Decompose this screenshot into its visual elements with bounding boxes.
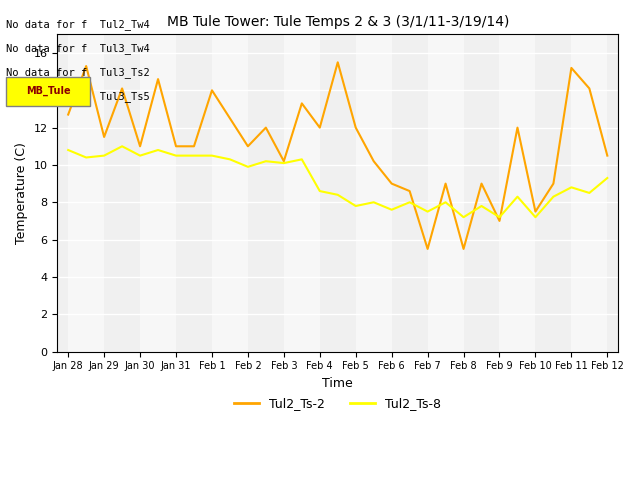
Tul2_Ts-2: [352, 125, 360, 131]
Tul2_Ts-2: [172, 144, 180, 149]
Text: No data for f  Tul3_Tw4: No data for f Tul3_Tw4: [6, 43, 150, 54]
Tul2_Ts-8: [226, 156, 234, 162]
Tul2_Ts-8: [370, 199, 378, 205]
Tul2_Ts-2: [442, 181, 449, 187]
Text: MB_Tule: MB_Tule: [26, 86, 70, 96]
Bar: [356, 35, 392, 351]
Tul2_Ts-8: [460, 214, 467, 220]
Bar: [140, 35, 176, 351]
Tul2_Ts-2: [568, 65, 575, 71]
Tul2_Ts-2: [65, 112, 72, 118]
Tul2_Ts-2: [208, 87, 216, 93]
Tul2_Ts-2: [244, 144, 252, 149]
Tul2_Ts-8: [352, 203, 360, 209]
Line: Tul2_Ts-8: Tul2_Ts-8: [68, 146, 607, 217]
Tul2_Ts-8: [190, 153, 198, 158]
Tul2_Ts-8: [334, 192, 342, 198]
Bar: [212, 35, 248, 351]
Tul2_Ts-8: [298, 156, 306, 162]
Tul2_Ts-8: [118, 144, 126, 149]
Tul2_Ts-2: [477, 181, 485, 187]
Tul2_Ts-8: [477, 203, 485, 209]
Bar: [572, 35, 607, 351]
Tul2_Ts-2: [280, 158, 287, 164]
Bar: [499, 35, 536, 351]
Tul2_Ts-8: [388, 207, 396, 213]
Tul2_Ts-8: [406, 199, 413, 205]
Text: No data for f  Tul3_Ts5: No data for f Tul3_Ts5: [6, 91, 150, 102]
Tul2_Ts-2: [514, 125, 522, 131]
Tul2_Ts-2: [460, 246, 467, 252]
Y-axis label: Temperature (C): Temperature (C): [15, 142, 28, 244]
Tul2_Ts-8: [532, 214, 540, 220]
Tul2_Ts-8: [65, 147, 72, 153]
Tul2_Ts-2: [262, 125, 269, 131]
Bar: [68, 35, 104, 351]
Tul2_Ts-2: [550, 181, 557, 187]
Tul2_Ts-2: [532, 209, 540, 215]
Tul2_Ts-8: [550, 194, 557, 200]
Tul2_Ts-8: [100, 153, 108, 158]
Tul2_Ts-8: [154, 147, 162, 153]
Tul2_Ts-2: [388, 181, 396, 187]
Tul2_Ts-2: [495, 218, 503, 224]
Line: Tul2_Ts-2: Tul2_Ts-2: [68, 62, 607, 249]
Bar: [284, 35, 320, 351]
Tul2_Ts-2: [298, 100, 306, 106]
Tul2_Ts-2: [370, 158, 378, 164]
Tul2_Ts-8: [83, 155, 90, 160]
Tul2_Ts-2: [118, 85, 126, 91]
Tul2_Ts-2: [226, 115, 234, 121]
Text: No data for f  Tul2_Tw4: No data for f Tul2_Tw4: [6, 19, 150, 30]
Text: No data for f  Tul3_Ts2: No data for f Tul3_Ts2: [6, 67, 150, 78]
Tul2_Ts-8: [586, 190, 593, 196]
Tul2_Ts-2: [406, 188, 413, 194]
Tul2_Ts-8: [244, 164, 252, 170]
Tul2_Ts-8: [568, 184, 575, 190]
Tul2_Ts-8: [604, 175, 611, 181]
Tul2_Ts-8: [136, 153, 144, 158]
Tul2_Ts-8: [495, 214, 503, 220]
Tul2_Ts-2: [154, 76, 162, 82]
Tul2_Ts-2: [100, 134, 108, 140]
Tul2_Ts-8: [208, 153, 216, 158]
Tul2_Ts-8: [514, 194, 522, 200]
X-axis label: Time: Time: [323, 377, 353, 390]
Tul2_Ts-8: [262, 158, 269, 164]
Tul2_Ts-8: [442, 199, 449, 205]
Tul2_Ts-2: [604, 153, 611, 158]
Tul2_Ts-2: [136, 144, 144, 149]
Tul2_Ts-2: [334, 60, 342, 65]
Tul2_Ts-8: [172, 153, 180, 158]
Tul2_Ts-8: [424, 209, 431, 215]
Tul2_Ts-2: [424, 246, 431, 252]
Legend: Tul2_Ts-2, Tul2_Ts-8: Tul2_Ts-2, Tul2_Ts-8: [229, 392, 446, 415]
Tul2_Ts-2: [586, 85, 593, 91]
Tul2_Ts-2: [316, 125, 324, 131]
Tul2_Ts-8: [280, 160, 287, 166]
Bar: [428, 35, 463, 351]
Tul2_Ts-2: [190, 144, 198, 149]
Tul2_Ts-8: [316, 188, 324, 194]
Tul2_Ts-2: [83, 63, 90, 69]
Title: MB Tule Tower: Tule Temps 2 & 3 (3/1/11-3/19/14): MB Tule Tower: Tule Temps 2 & 3 (3/1/11-…: [166, 15, 509, 29]
